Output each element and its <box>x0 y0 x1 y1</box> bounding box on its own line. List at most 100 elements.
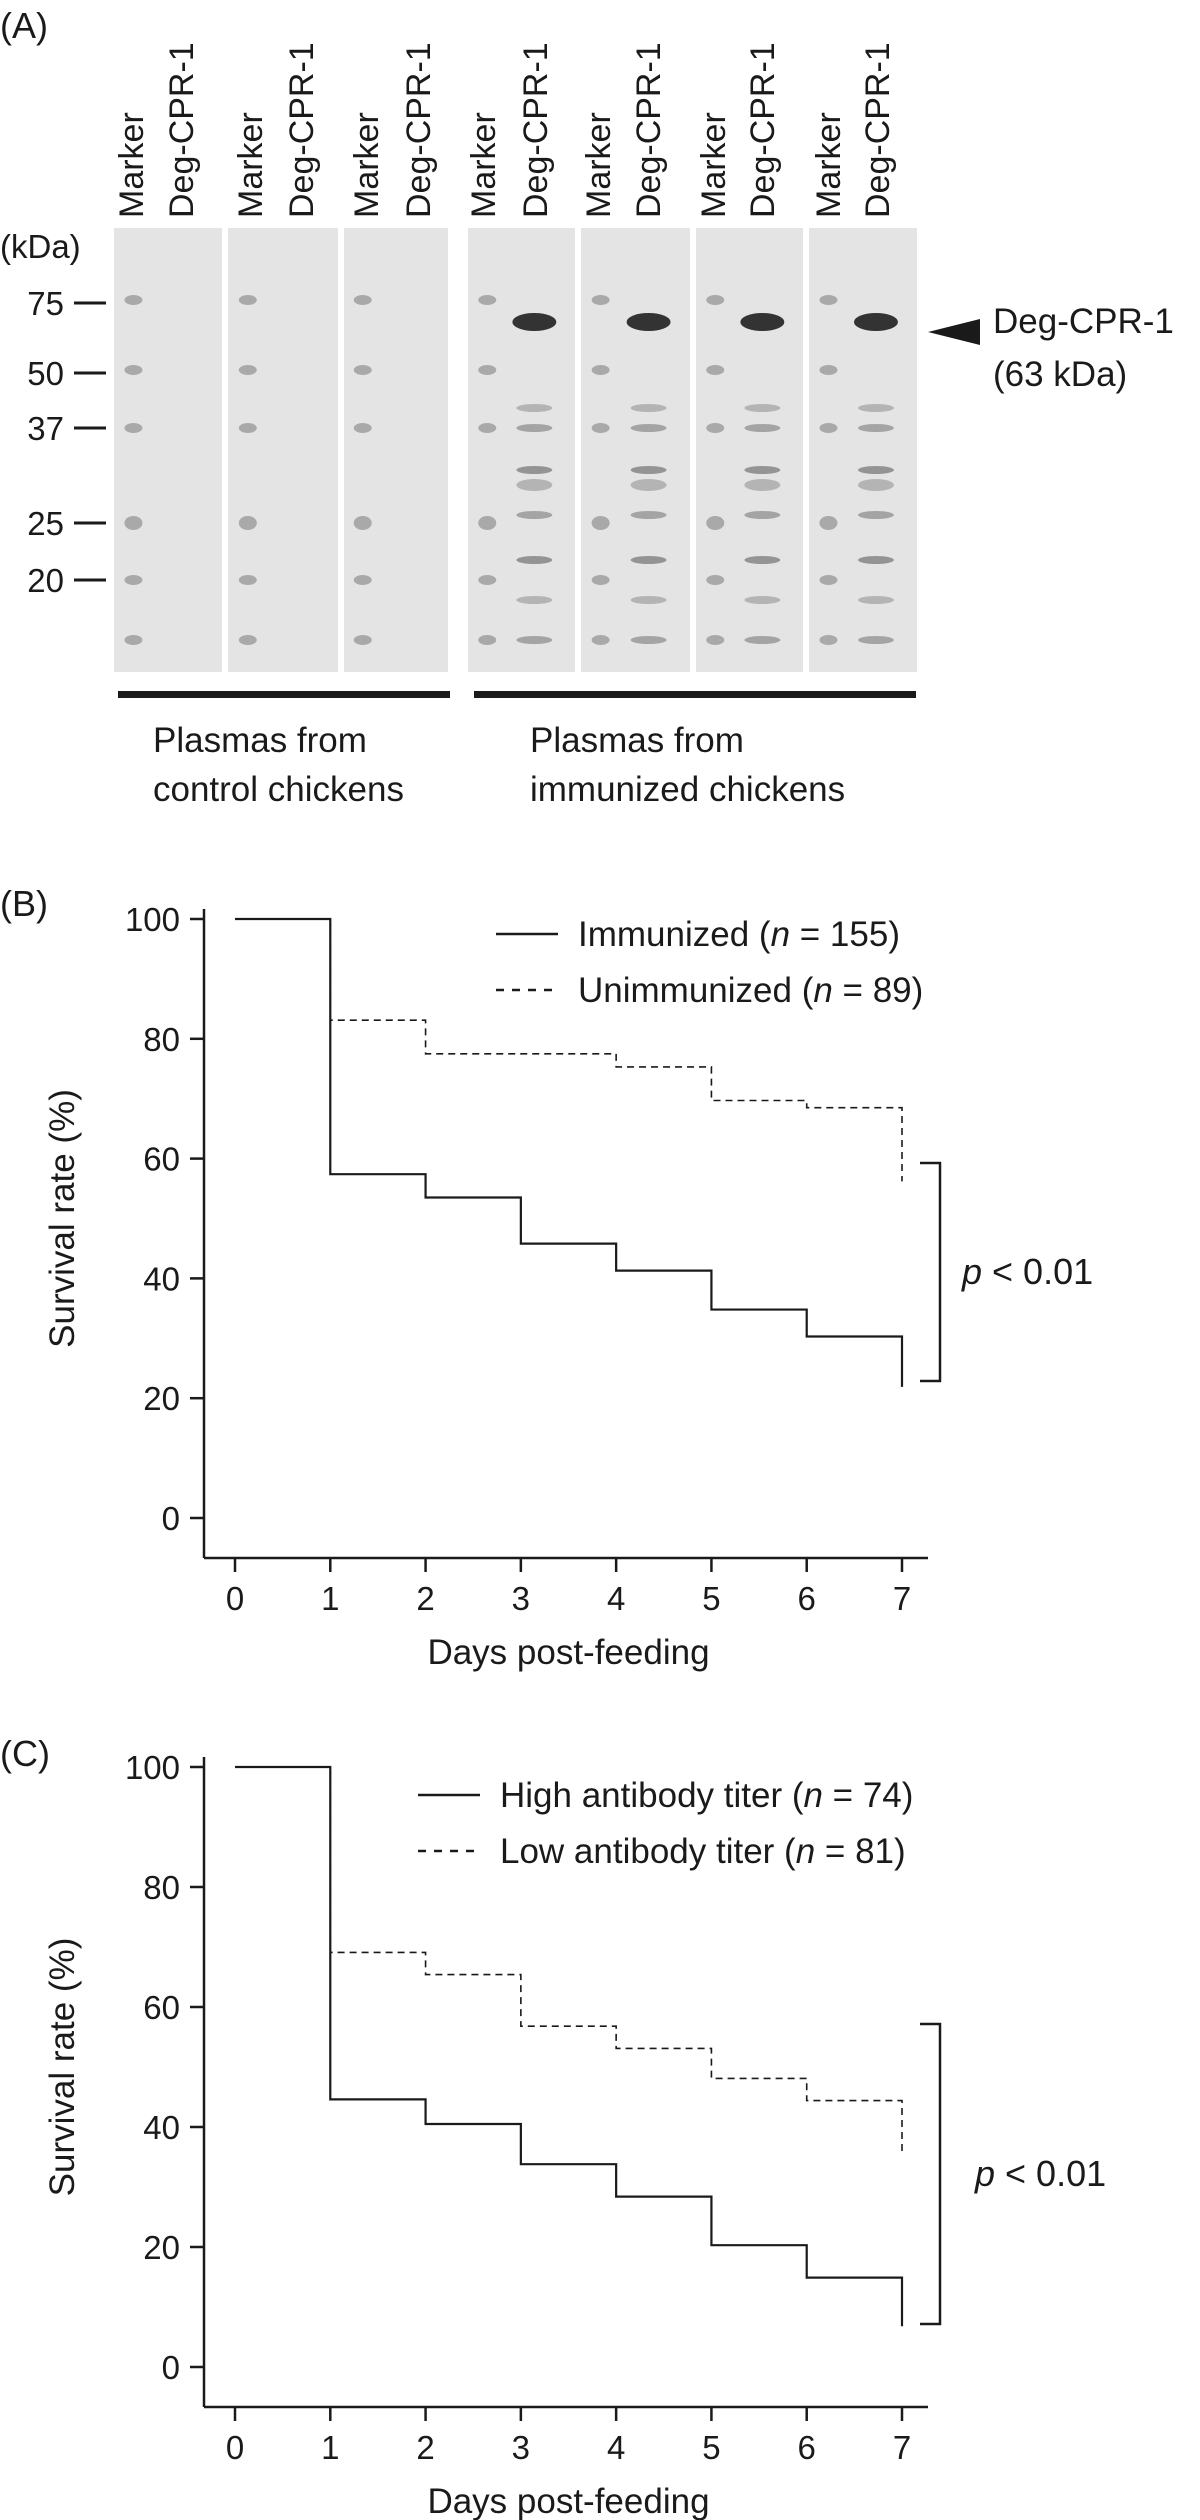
panel-a-western-blot: (A) Marker Deg-CPR-1 Marker Deg-CPR-1 Marker… <box>0 5 1174 809</box>
minor-band <box>516 511 553 519</box>
blot-strips <box>114 228 917 672</box>
lane-label: Deg-CPR-1 <box>517 42 555 218</box>
group-immunized-label-line1: Plasmas from <box>530 721 744 760</box>
minor-band <box>857 424 894 432</box>
minor-band <box>744 636 781 644</box>
marker-band <box>591 635 610 645</box>
series-line-solid <box>235 917 904 1387</box>
minor-band <box>516 596 553 604</box>
minor-band <box>630 466 667 474</box>
y-tick-label: 40 <box>143 1260 180 1297</box>
lane-label: Marker <box>348 112 386 218</box>
marker-band <box>353 575 372 585</box>
y-tick-label: 60 <box>143 1141 180 1178</box>
marker-band <box>819 516 838 530</box>
x-tick-label: 4 <box>607 1580 625 1617</box>
kda-label: (kDa) <box>0 228 81 265</box>
marker-band <box>591 575 610 585</box>
arrow-label-size: (63 kDa) <box>993 355 1127 394</box>
x-tick-label: 5 <box>702 1580 720 1617</box>
arrow-label-name: Deg-CPR-1 <box>993 302 1174 341</box>
lane-label: Deg-CPR-1 <box>744 42 782 218</box>
blot-strip <box>114 228 222 672</box>
blot-strip <box>809 228 917 672</box>
marker-band <box>353 516 372 530</box>
x-tick-label: 1 <box>321 2429 339 2466</box>
y-axis-label: Survival rate (%) <box>43 1938 82 2197</box>
x-tick-label: 3 <box>512 2429 530 2466</box>
marker-band <box>238 575 257 585</box>
marker-band <box>478 635 497 645</box>
panel-c-survival-chart: (C) 0 20 40 60 80 100 0 1 2 3 4 5 6 7 Days post-feeding… <box>0 1733 1106 2520</box>
minor-band <box>744 424 781 432</box>
minor-band <box>744 511 781 519</box>
marker-band <box>124 423 143 433</box>
mw-tick-label: 25 <box>27 505 64 542</box>
marker-band <box>591 365 610 375</box>
y-tick-label: 20 <box>143 2229 180 2266</box>
minor-band <box>857 596 894 604</box>
lane-label: Marker <box>580 112 618 218</box>
group-immunized-label-line2: immunized chickens <box>530 770 845 809</box>
deg-cpr-1-band <box>740 313 785 331</box>
x-tick-label: 2 <box>416 1580 434 1617</box>
marker-band <box>819 635 838 645</box>
minor-band <box>744 466 781 474</box>
x-tick-label: 2 <box>416 2429 434 2466</box>
marker-band <box>238 423 257 433</box>
immunized-group-bar <box>474 691 916 698</box>
x-tick-label: 5 <box>702 2429 720 2466</box>
marker-band <box>591 423 610 433</box>
deg-cpr-1-band <box>626 313 671 331</box>
marker-band <box>238 635 257 645</box>
significance-bracket <box>920 1161 942 1383</box>
minor-band <box>630 556 667 564</box>
y-tick-label: 100 <box>125 1749 180 1786</box>
series-line-dashed <box>235 918 903 1182</box>
minor-band <box>744 556 781 564</box>
minor-band <box>857 404 894 412</box>
x-tick-label: 7 <box>893 2429 911 2466</box>
legend-entry: Unimmunized (n = 89) <box>578 971 923 1010</box>
minor-band <box>744 596 781 604</box>
x-axis-label: Days post-feeding <box>427 1633 709 1672</box>
lane-label: Deg-CPR-1 <box>859 42 897 218</box>
panel-label: (B) <box>0 883 48 924</box>
minor-band <box>630 404 667 412</box>
y-axis-label: Survival rate (%) <box>43 1089 82 1348</box>
minor-band <box>857 556 894 564</box>
x-tick-label: 3 <box>512 1580 530 1617</box>
marker-band <box>591 295 610 305</box>
deg-cpr-1-band <box>853 313 898 331</box>
deg-cpr-1-arrow-icon <box>928 319 980 345</box>
minor-band <box>630 424 667 432</box>
marker-band <box>353 295 372 305</box>
deg-cpr-1-band <box>512 313 557 331</box>
minor-band <box>516 556 553 564</box>
x-tick-label: 0 <box>226 1580 244 1617</box>
marker-band <box>124 516 143 530</box>
panel-a-label: (A) <box>0 5 48 46</box>
legend-entry: Immunized (n = 155) <box>578 915 900 954</box>
marker-band <box>706 635 725 645</box>
series-line-solid <box>235 1765 904 2327</box>
minor-band <box>630 511 667 519</box>
group-control-label-line2: control chickens <box>153 770 404 809</box>
marker-band <box>478 423 497 433</box>
y-tick-label: 0 <box>162 1500 180 1537</box>
legend-entry: Low antibody titer (n = 81) <box>500 1832 906 1871</box>
y-tick-label: 0 <box>162 2349 180 2386</box>
significance-bracket <box>920 2022 942 2326</box>
lane-label: Deg-CPR-1 <box>630 42 668 218</box>
minor-band <box>857 636 894 644</box>
minor-band <box>857 511 894 519</box>
x-tick-label: 7 <box>893 1580 911 1617</box>
panel-label: (C) <box>0 1733 50 1774</box>
lane-label: Deg-CPR-1 <box>400 42 438 218</box>
minor-band <box>630 636 667 644</box>
blot-strip <box>228 228 338 672</box>
marker-band <box>478 575 497 585</box>
marker-band <box>819 295 838 305</box>
minor-band <box>516 479 553 491</box>
